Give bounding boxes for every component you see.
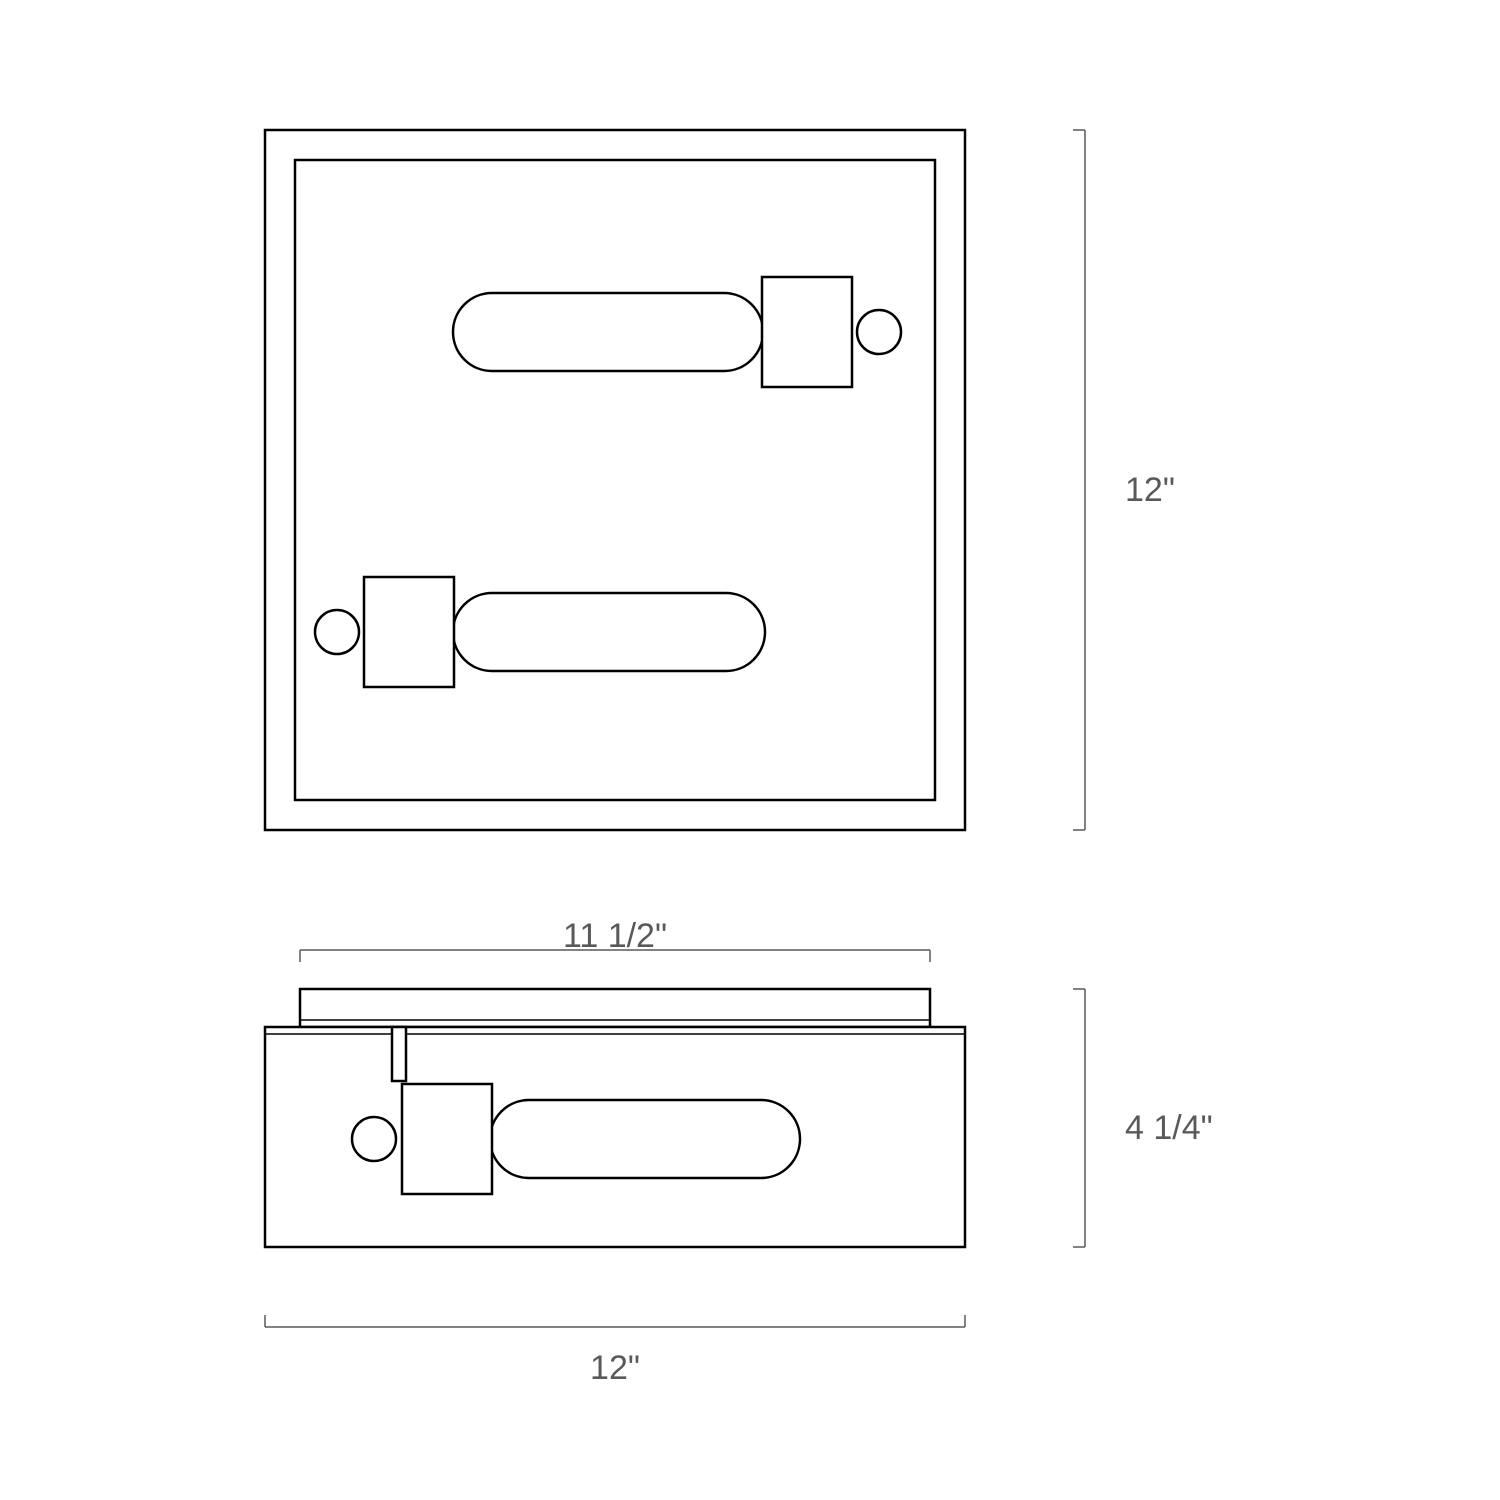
front-tube-top xyxy=(453,277,901,387)
side-view xyxy=(265,989,965,1247)
front-tube-top-body xyxy=(453,293,763,371)
dim-side-bottom-width-label: 12" xyxy=(590,1349,640,1387)
front-tube-bottom-body xyxy=(453,593,765,671)
side-tube-socket xyxy=(402,1084,492,1194)
front-tube-top-knob xyxy=(857,310,901,354)
dim-front-height-label: 12" xyxy=(1125,471,1175,509)
front-view xyxy=(265,130,965,830)
side-back-plate xyxy=(300,989,930,1027)
dim-side-height-label: 4 1/4" xyxy=(1125,1109,1213,1147)
dim-front-height: 12" xyxy=(1073,130,1175,830)
front-tube-bottom xyxy=(315,577,765,687)
dim-side-height: 4 1/4" xyxy=(1073,989,1213,1247)
side-stem xyxy=(392,1027,406,1081)
dim-side-top-width: 11 1/2" xyxy=(300,917,930,962)
dim-side-bottom-width: 12" xyxy=(265,1315,965,1387)
side-tube-body xyxy=(490,1100,800,1178)
front-inner-frame xyxy=(295,160,935,800)
front-tube-bottom-socket xyxy=(364,577,454,687)
dim-side-top-width-label: 11 1/2" xyxy=(563,917,667,955)
side-tube-knob xyxy=(352,1117,396,1161)
front-tube-top-socket xyxy=(762,277,852,387)
side-tube xyxy=(352,1084,800,1194)
front-tube-bottom-knob xyxy=(315,610,359,654)
